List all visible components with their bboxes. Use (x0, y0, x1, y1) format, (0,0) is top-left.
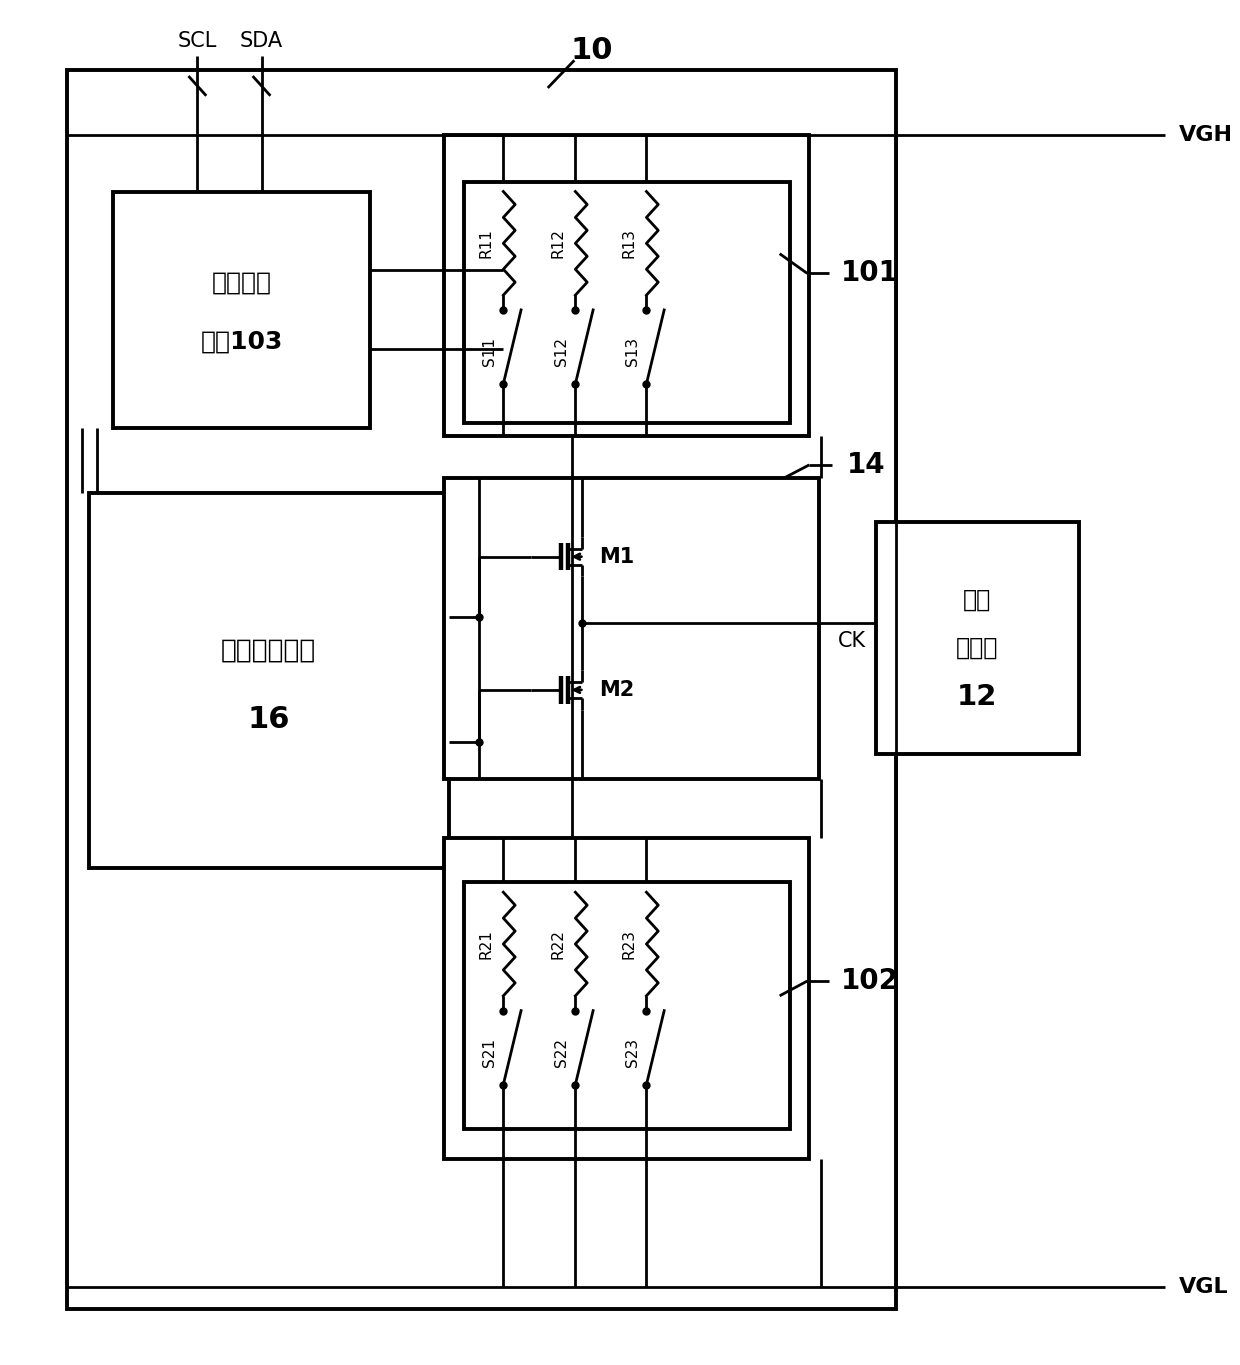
Text: R22: R22 (551, 930, 565, 960)
Text: M2: M2 (599, 680, 635, 700)
Text: VGL: VGL (1179, 1278, 1229, 1297)
Text: S11: S11 (482, 337, 497, 366)
Text: 总线控制: 总线控制 (212, 270, 272, 295)
Bar (444, 838, 810, 1159)
Text: R23: R23 (621, 930, 636, 960)
Text: S23: S23 (625, 1037, 640, 1067)
Text: VGH: VGH (1179, 126, 1234, 145)
Text: 10: 10 (570, 35, 614, 66)
Bar (444, 135, 810, 437)
Text: 模块103: 模块103 (201, 329, 283, 354)
Text: SDA: SDA (241, 30, 283, 51)
Text: 101: 101 (841, 259, 899, 288)
Bar (464, 882, 790, 1129)
Text: R13: R13 (621, 228, 636, 258)
Bar (444, 478, 820, 778)
Text: S21: S21 (482, 1039, 497, 1067)
Text: M1: M1 (599, 546, 635, 566)
Text: S13: S13 (625, 337, 640, 366)
Text: 14: 14 (847, 450, 885, 479)
Text: 开关控制模块: 开关控制模块 (221, 637, 316, 663)
Text: 转换器: 转换器 (956, 636, 998, 659)
Text: S12: S12 (554, 337, 569, 366)
Text: SCL: SCL (177, 30, 217, 51)
Bar (89, 493, 449, 868)
Bar (464, 182, 790, 423)
Text: 102: 102 (841, 966, 899, 995)
Text: R21: R21 (479, 930, 494, 960)
Text: 16: 16 (247, 704, 290, 734)
Text: CK: CK (838, 631, 867, 651)
Text: R12: R12 (551, 228, 565, 258)
Bar (877, 523, 1079, 753)
Text: S22: S22 (554, 1039, 569, 1067)
Text: R11: R11 (479, 228, 494, 258)
Text: 电平: 电平 (963, 588, 991, 612)
Text: 12: 12 (957, 682, 997, 711)
Bar (114, 191, 370, 429)
Bar (67, 70, 897, 1309)
